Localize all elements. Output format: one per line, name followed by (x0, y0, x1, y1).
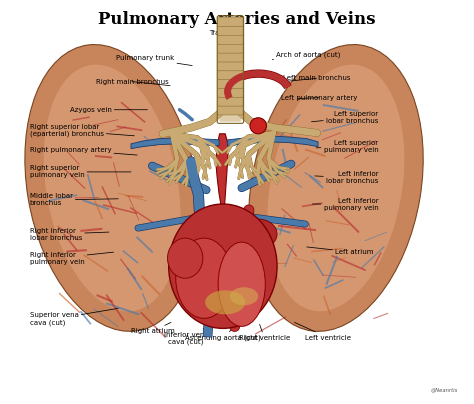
Text: Right inferior
lobar bronchus: Right inferior lobar bronchus (30, 227, 109, 241)
FancyBboxPatch shape (218, 70, 243, 80)
Text: Left inferior
lobar bronchus: Left inferior lobar bronchus (315, 171, 378, 185)
Text: Left superior
pulmonary vein: Left superior pulmonary vein (316, 140, 378, 153)
Text: Left main bronchus: Left main bronchus (283, 76, 350, 82)
FancyBboxPatch shape (218, 79, 243, 88)
Text: Azygos vein: Azygos vein (70, 107, 147, 113)
Ellipse shape (249, 44, 423, 331)
FancyBboxPatch shape (218, 35, 243, 44)
Text: @Neanrtis: @Neanrtis (431, 387, 458, 393)
Text: Left pulmonary artery: Left pulmonary artery (281, 95, 357, 101)
Text: Left ventricle: Left ventricle (294, 322, 351, 341)
Text: Arch of aorta (cut): Arch of aorta (cut) (273, 51, 341, 59)
Ellipse shape (267, 65, 404, 311)
Text: Left atrium: Left atrium (307, 247, 374, 255)
Text: Right ventricle: Right ventricle (239, 324, 290, 341)
Ellipse shape (167, 238, 203, 278)
FancyBboxPatch shape (218, 26, 243, 36)
Text: Middle lobar
bronchus: Middle lobar bronchus (30, 194, 118, 206)
FancyBboxPatch shape (218, 17, 243, 27)
Polygon shape (131, 138, 219, 149)
Ellipse shape (230, 287, 258, 305)
Text: Ascending aorta (cut): Ascending aorta (cut) (185, 326, 261, 341)
Text: Right atrium: Right atrium (131, 322, 175, 334)
Polygon shape (228, 136, 318, 147)
Text: Right inferior
pulmonary vein: Right inferior pulmonary vein (30, 252, 114, 265)
FancyBboxPatch shape (218, 53, 243, 62)
Ellipse shape (205, 290, 245, 314)
Text: Left inferior
pulmonary vein: Left inferior pulmonary vein (312, 198, 378, 210)
Ellipse shape (25, 44, 200, 331)
Text: Pulmonary Arteries and Veins: Pulmonary Arteries and Veins (98, 11, 376, 28)
Text: Left superior
lobar bronchus: Left superior lobar bronchus (311, 111, 378, 124)
Text: Superior vena
cava (cut): Superior vena cava (cut) (30, 308, 118, 326)
Text: Inferior vena
cava (cut): Inferior vena cava (cut) (164, 328, 209, 345)
Text: Pulmonary trunk: Pulmonary trunk (116, 55, 192, 65)
FancyBboxPatch shape (219, 18, 241, 122)
Text: Right pulmonary artery: Right pulmonary artery (30, 147, 137, 155)
Ellipse shape (239, 219, 277, 249)
Ellipse shape (218, 242, 265, 326)
Ellipse shape (176, 238, 232, 318)
Ellipse shape (169, 204, 277, 328)
Text: Right superior
pulmonary vein: Right superior pulmonary vein (30, 165, 131, 179)
Ellipse shape (250, 118, 266, 134)
Text: Right main bronchus: Right main bronchus (96, 79, 170, 86)
FancyBboxPatch shape (218, 105, 243, 115)
Text: Right superior lobar
(eparterial) bronchus: Right superior lobar (eparterial) bronch… (30, 124, 134, 137)
FancyBboxPatch shape (218, 97, 243, 106)
Polygon shape (216, 134, 228, 210)
FancyBboxPatch shape (218, 61, 243, 71)
Ellipse shape (44, 65, 181, 311)
Text: Trachea: Trachea (209, 30, 237, 44)
FancyBboxPatch shape (218, 44, 243, 53)
FancyBboxPatch shape (218, 88, 243, 97)
